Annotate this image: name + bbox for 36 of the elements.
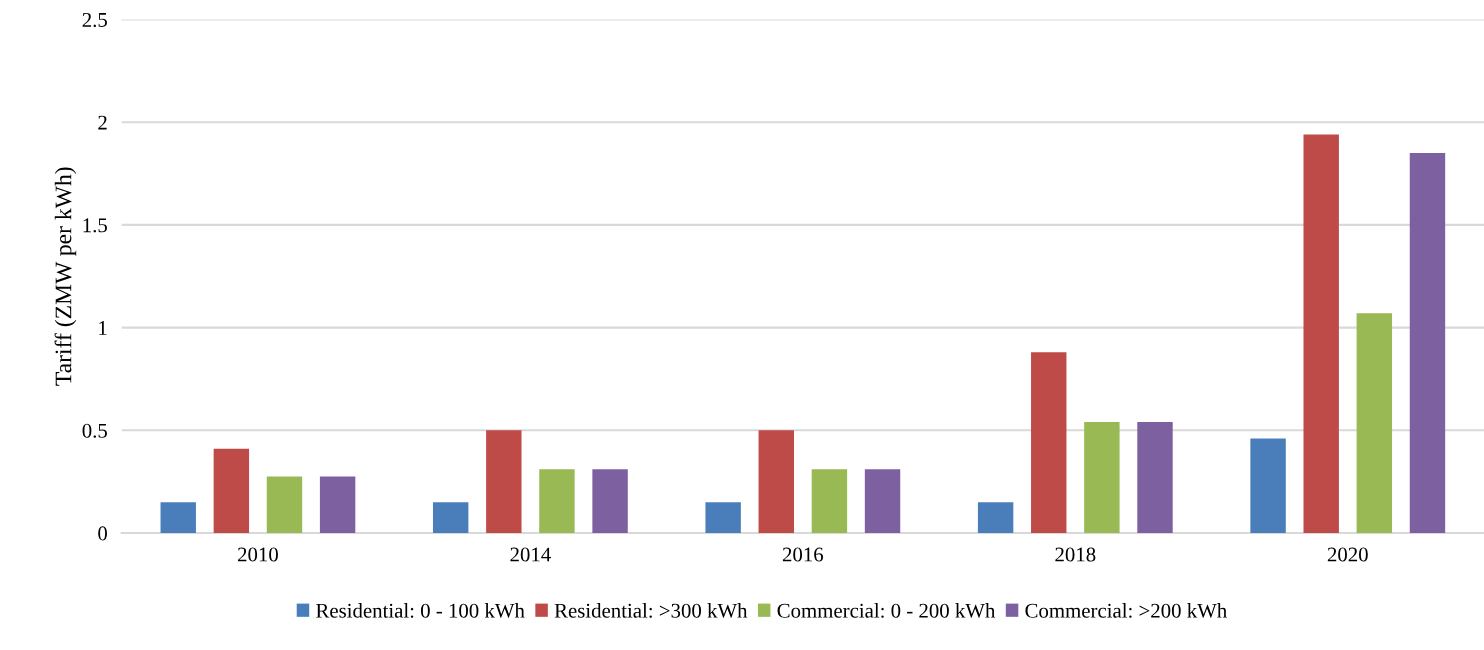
bar (1137, 422, 1173, 533)
y-tick-label: 1 (99, 321, 107, 335)
bar (705, 502, 741, 533)
bar (160, 502, 196, 533)
legend-label: Residential: >300 kWh (554, 603, 748, 618)
x-tick-label: 2016 (782, 547, 824, 562)
bar (213, 448, 250, 533)
bar (432, 502, 469, 533)
bar (1356, 313, 1393, 533)
y-tick-label: 2.5 (82, 12, 107, 28)
x-tick-label: 2014 (510, 547, 551, 562)
legend-label: Residential: 0 - 100 kWh (316, 603, 525, 618)
bar (1031, 352, 1067, 533)
y-tick-label: 1.5 (83, 218, 107, 233)
x-tick-label: 2018 (1055, 547, 1096, 562)
bar (266, 476, 303, 533)
bar (486, 430, 522, 533)
bar (1084, 422, 1120, 533)
bar (319, 476, 356, 533)
bar (811, 469, 848, 533)
legend-label: Commercial: 0 - 200 kWh (777, 603, 996, 618)
y-tick-label: 0 (98, 526, 107, 541)
bar (539, 469, 575, 533)
bar (758, 430, 794, 533)
bar (1303, 134, 1339, 533)
y-axis-title: Tariff (ZMW per kWh) (54, 167, 77, 386)
y-tick-label: 0.5 (82, 423, 107, 438)
bar (864, 469, 901, 533)
bar (1409, 153, 1446, 533)
legend-label: Commercial: >200 kWh (1025, 603, 1227, 618)
x-tick-label: 2020 (1327, 547, 1368, 562)
bar (592, 469, 628, 533)
y-tick-label: 2 (98, 115, 107, 130)
bar (977, 502, 1014, 533)
bar (1250, 438, 1286, 533)
x-tick-label: 2010 (238, 547, 278, 562)
